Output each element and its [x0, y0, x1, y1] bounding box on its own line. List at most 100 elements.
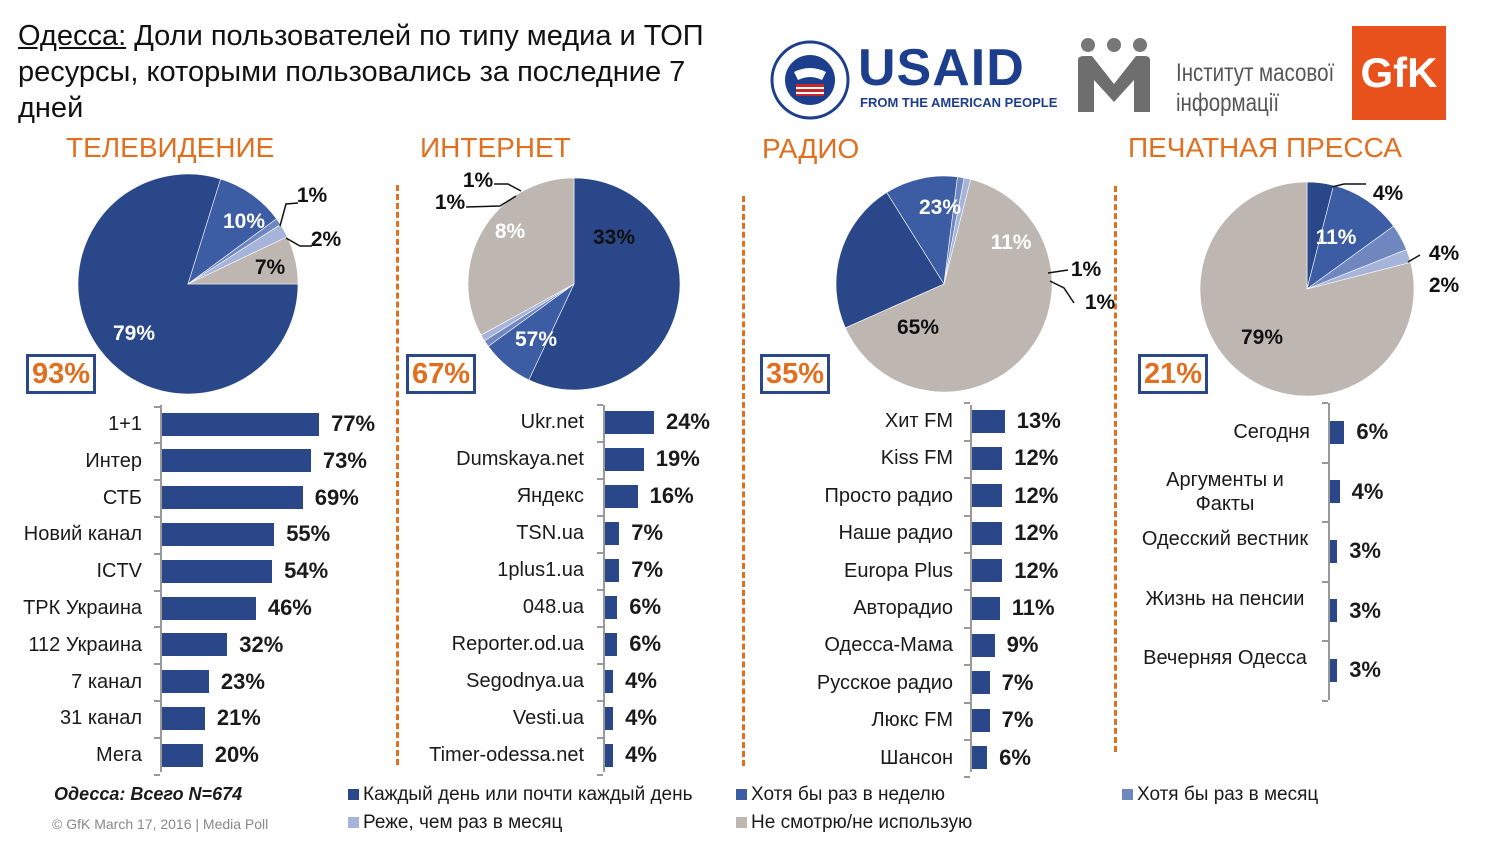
pie-slice-label: 4%: [1428, 242, 1460, 265]
bar-axis-tick: [597, 773, 603, 776]
pie-slice-label: 1%: [1070, 258, 1102, 281]
bar-category-label: Мега: [96, 744, 142, 767]
bar-axis-tick: [964, 402, 970, 405]
bar-axis-tick: [597, 551, 603, 554]
bar-value-label: 23%: [220, 668, 265, 694]
bar-category-label: ICTV: [96, 560, 142, 583]
bar: [605, 743, 614, 767]
bar-axis-tick: [964, 439, 970, 442]
bar-axis-tick: [964, 551, 970, 554]
total-tv: 93%: [26, 354, 97, 394]
bar-value-label: 69%: [314, 484, 359, 510]
section-title-radio: РАДИО: [762, 133, 860, 164]
pie-slice: [835, 192, 945, 329]
section-title-press: ПЕЧАТНАЯ ПРЕССА: [1128, 132, 1402, 163]
bar: [1330, 658, 1338, 682]
legend-label: Не смотрю/не использую: [751, 812, 973, 833]
bar-value-label: 19%: [655, 446, 700, 471]
bar-axis-tick: [1322, 699, 1328, 702]
pie-slice: [1199, 181, 1415, 397]
legend-swatch: [736, 817, 747, 828]
bar-axis: [603, 405, 605, 772]
bar-category-label: Новий канал: [23, 523, 142, 546]
bar-value-label: 7%: [631, 557, 664, 582]
bar-axis-tick: [964, 514, 970, 517]
legend-swatch: [348, 817, 359, 828]
bar-value-label: 9%: [1006, 632, 1039, 658]
pie-slice-label: 8%: [494, 220, 526, 243]
pie-slice-label: 1%: [1084, 291, 1116, 314]
bar-category-label: Просто радио: [824, 484, 953, 507]
bar-value-label: 4%: [625, 742, 657, 767]
bar: [162, 670, 209, 694]
section-divider: [742, 196, 745, 766]
bar-axis-tick: [1322, 580, 1328, 583]
bar-category-label: Vesti.ua: [512, 707, 584, 729]
pie-leader-lines: [279, 183, 1421, 304]
bar-value-label: 3%: [1349, 597, 1381, 623]
copyright: © GfK March 17, 2016 | Media Poll: [52, 816, 269, 832]
pie-slice-label: 57%: [514, 328, 558, 351]
bar-axis-tick: [154, 442, 160, 445]
bar: [972, 746, 988, 770]
bar-value-label: 4%: [1351, 478, 1384, 504]
gfk-logo: GfK: [1352, 26, 1446, 120]
bar-value-label: 12%: [1014, 445, 1059, 471]
pie-slice-label: 2%: [1428, 274, 1460, 297]
bar-value-label: 11%: [1011, 595, 1055, 620]
bar-axis-tick: [597, 588, 603, 591]
bar-category-label: Интер: [85, 449, 142, 472]
total-press: 21%: [1138, 354, 1209, 394]
bar-axis-tick: [1322, 640, 1328, 643]
bar-axis-tick: [1322, 461, 1328, 464]
pie-slice-label: 1%: [296, 184, 328, 207]
bar-axis-tick: [964, 701, 970, 704]
bar: [972, 708, 990, 732]
leader-line: [1331, 183, 1366, 188]
bar-value-label: 46%: [267, 595, 312, 620]
bar: [605, 595, 618, 619]
pie-slice: [528, 177, 681, 391]
section-divider: [396, 185, 399, 765]
pie-chart-tv: [77, 173, 299, 395]
total-radio: 35%: [760, 354, 831, 394]
bar: [605, 706, 614, 730]
bar-category-label: Kiss FM: [880, 447, 953, 470]
bar-category-label: 048.ua: [522, 596, 584, 618]
bar-category-label: 1+1: [108, 413, 142, 435]
total-internet: 67%: [406, 354, 477, 394]
section-title-tv: ТЕЛЕВИДЕНИЕ: [66, 132, 275, 163]
leader-line: [285, 237, 312, 247]
bar-axis-tick: [154, 589, 160, 592]
leader-line: [1407, 254, 1421, 263]
bar-category-label: Авторадио: [853, 597, 953, 619]
bar-value-label: 3%: [1349, 538, 1381, 563]
bar-value-label: 7%: [631, 520, 664, 545]
bar-value-label: 32%: [239, 631, 284, 657]
bar-category-label: Europa Plus: [844, 559, 953, 582]
bar: [605, 521, 620, 545]
bar-axis-tick: [964, 589, 970, 592]
title-text: Доли пользователей по типу медиа и ТОП р…: [18, 20, 704, 124]
bar: [972, 671, 990, 695]
bar-value-label: 6%: [629, 594, 662, 619]
bar-category-label: ТРК Украина: [23, 597, 142, 619]
bar: [972, 409, 1005, 433]
bar-axis-tick: [154, 700, 160, 702]
bar-value-label: 20%: [214, 742, 259, 768]
bar-axis-tick: [597, 403, 603, 406]
bar-value-label: 6%: [999, 744, 1031, 770]
legend-label: Хотя бы раз в неделю: [751, 784, 945, 805]
bar: [162, 743, 203, 767]
bar-axis: [1328, 403, 1330, 700]
legend-swatch: [736, 789, 747, 800]
pie-slice: [844, 178, 1053, 393]
bar-axis-tick: [154, 736, 160, 739]
section-divider: [1114, 186, 1117, 752]
bar: [162, 486, 303, 510]
bar-axis-tick: [154, 405, 160, 408]
pie-slice: [187, 236, 299, 285]
legend-swatch: [1122, 789, 1133, 800]
bar-category-label: 31 канал: [60, 707, 142, 730]
leader-line: [1049, 280, 1075, 304]
